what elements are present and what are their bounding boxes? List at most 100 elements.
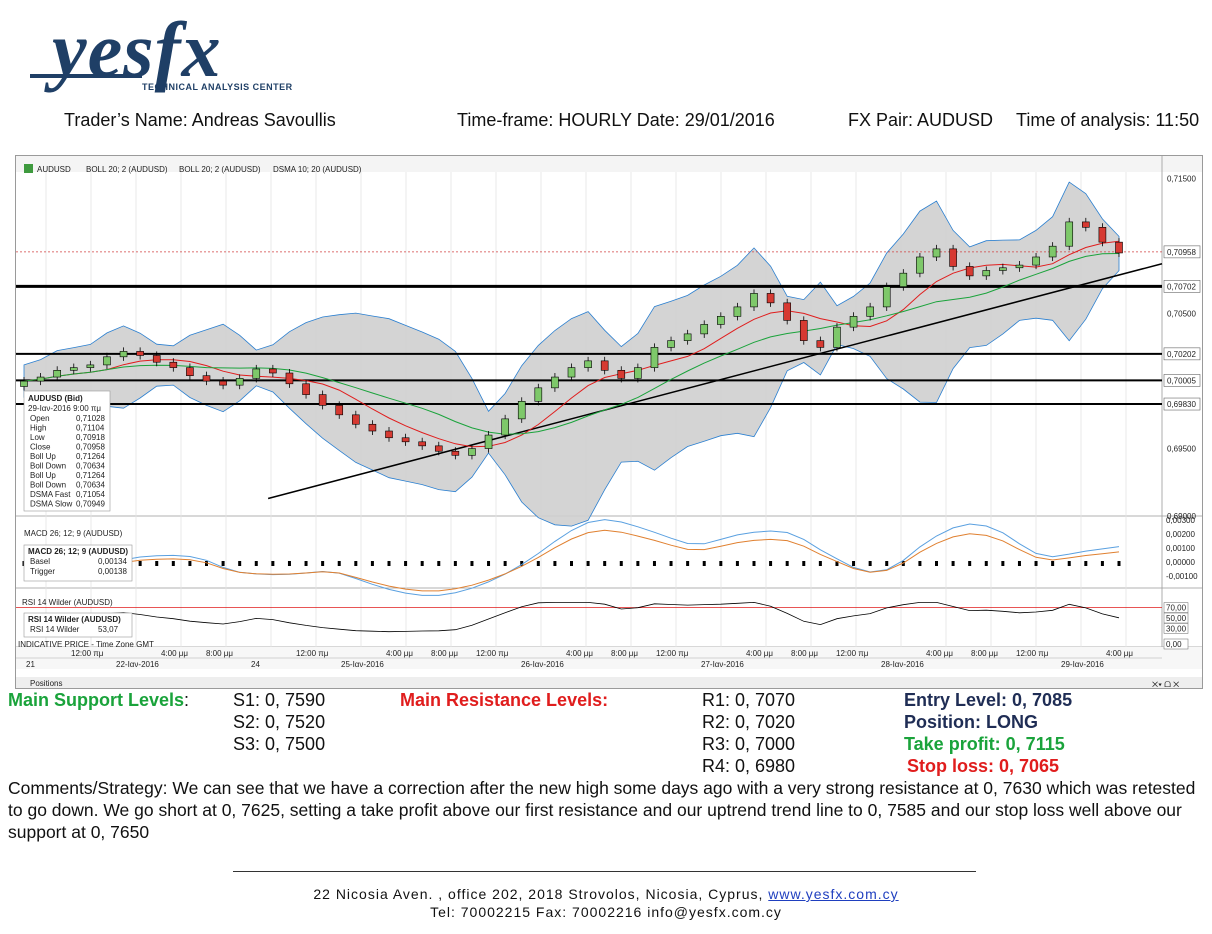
macd-histogram-bar	[503, 561, 507, 566]
price-axis-label: 0,71500	[1167, 175, 1196, 184]
support-s1: S1: 0, 7590	[233, 690, 326, 710]
macd-basel-label: Basel	[30, 557, 50, 566]
rsi-tag	[1163, 638, 1189, 650]
macd-histogram-bar	[304, 561, 308, 566]
candle-body	[451, 450, 460, 456]
tooltip-label: Boll Down	[30, 462, 66, 471]
timeframe-date: Time-frame: HOURLY Date: 29/01/2016	[457, 110, 775, 130]
candle-body	[517, 401, 526, 420]
logo-underline	[30, 74, 142, 78]
macd-histogram-bar	[686, 561, 690, 566]
macd-histogram-bar	[619, 561, 623, 566]
support-s3: S3: 0, 7500	[233, 734, 326, 754]
macd-histogram-bar	[536, 561, 540, 566]
tooltip-label: DSMA Fast	[30, 490, 71, 499]
candle-body	[86, 364, 95, 368]
macd-histogram-bar	[470, 561, 474, 566]
price-axis-label: 0,70958	[1167, 248, 1196, 257]
positions-bar[interactable]	[16, 677, 1202, 688]
time-axis-label: 8:00 μμ	[431, 649, 458, 658]
tooltip-value: 0,70918	[76, 433, 105, 442]
tooltip-datetime: 29-Ιαν-2016 9:00 πμ	[28, 404, 101, 413]
price-axis-label: 0,70500	[1167, 310, 1196, 319]
macd-axis-label: 0,00200	[1166, 530, 1195, 539]
time-axis-label: 12:00 πμ	[1016, 649, 1049, 658]
tooltip-value: 0,71264	[76, 452, 105, 461]
candle-body	[617, 370, 626, 379]
candle-body	[1015, 264, 1024, 269]
time-axis-label: 4:00 μμ	[386, 649, 413, 658]
time-axis-label: 21	[26, 660, 35, 669]
macd-axis-label: -0,00100	[1166, 572, 1198, 581]
rsi-pane[interactable]	[16, 601, 1162, 633]
rsi-label[interactable]: RSI 14 Wilder (AUDUSD)	[22, 598, 113, 607]
tooltip-label: High	[30, 424, 46, 433]
macd-axis-label: 0,00000	[1166, 558, 1195, 567]
entry-level: Entry Level: 0, 7085	[904, 690, 1073, 710]
symbol-label[interactable]: AUDUSD	[37, 165, 71, 174]
tooltip-label: Boll Up	[30, 471, 56, 480]
macd-histogram-bar	[1034, 561, 1038, 566]
candle-body	[600, 360, 609, 371]
candle-body	[949, 248, 957, 267]
rsi-tag	[1163, 612, 1189, 624]
logo-tagline: TECHNICAL ANALYSIS CENTER	[142, 82, 293, 92]
indicator-boll-2[interactable]: BOLL 20; 2 (AUDUSD)	[179, 165, 261, 174]
rsi-axis-label: 0,00	[1166, 640, 1182, 649]
macd-line	[24, 519, 1120, 596]
resistance-r3: R3: 0, 7000	[702, 734, 796, 754]
support-title: Main Support Levels:	[8, 690, 190, 710]
resistance-r2: R2: 0, 7020	[702, 712, 796, 732]
website-link[interactable]: www.yesfx.com.cy	[768, 886, 899, 902]
macd-label[interactable]: MACD 26; 12; 9 (AUDUSD)	[24, 529, 123, 538]
macd-histogram-bar	[171, 561, 175, 566]
ohlc-tooltip: AUDUSD (Bid) 29-Ιαν-2016 9:00 πμ Open 0,7…	[23, 390, 111, 512]
tooltip-title: AUDUSD (Bid)	[28, 394, 83, 403]
indicator-boll-1[interactable]: BOLL 20; 2 (AUDUSD)	[86, 165, 168, 174]
chart-panel[interactable]: AUDUSD BOLL 20; 2 (AUDUSD) BOLL 20; 2 (A…	[15, 155, 1203, 689]
macd-histogram-bar	[138, 561, 142, 566]
macd-pane[interactable]	[22, 519, 1121, 596]
tooltip-value: 0,70958	[76, 443, 105, 452]
macd-histogram-bar	[487, 561, 491, 566]
window-controls-icon[interactable]: ✕▾ ᗝ ✕	[1152, 680, 1179, 689]
candle-body	[650, 347, 659, 368]
price-pane[interactable]	[16, 156, 1202, 648]
candle-body	[352, 414, 360, 425]
candle-body	[551, 376, 559, 389]
candle-body	[36, 376, 45, 382]
macd-histogram-bar	[1051, 561, 1055, 566]
macd-histogram-bar	[918, 561, 922, 566]
price-axis-label: 0,69830	[1167, 400, 1196, 409]
macd-histogram-bar	[835, 561, 839, 566]
candle-body	[534, 387, 543, 402]
macd-histogram-bar	[337, 561, 341, 566]
macd-histogram-bar	[868, 561, 872, 566]
candle-body	[202, 375, 211, 382]
macd-histogram-bar	[852, 561, 856, 566]
candle-body	[833, 326, 841, 348]
macd-histogram-bar	[603, 561, 607, 566]
yesfx-logo: yesfx	[52, 6, 222, 93]
time-axis-label: 29-Ιαν-2016	[1061, 660, 1104, 669]
macd-histogram-bar	[520, 561, 524, 566]
macd-histogram-bar	[719, 561, 723, 566]
trend-line	[267, 263, 1163, 500]
candle-body	[816, 340, 825, 348]
price-chart[interactable]: AUDUSD BOLL 20; 2 (AUDUSD) BOLL 20; 2 (A…	[16, 156, 1202, 689]
rsi-tooltip-label: RSI 14 Wilder	[30, 625, 80, 634]
candle-body	[683, 333, 692, 341]
time-axis-label: 28-Ιαν-2016	[881, 660, 924, 669]
indicator-dsma[interactable]: DSMA 10; 20 (AUDUSD)	[273, 165, 362, 174]
macd-histogram-bar	[387, 561, 391, 566]
time-axis-label: 8:00 μμ	[971, 649, 998, 658]
price-axis-label: 0,69000	[1167, 512, 1196, 521]
candle-body	[849, 316, 858, 328]
candle-body	[468, 448, 476, 456]
macd-histogram-bar	[321, 561, 325, 566]
macd-tooltip-title: MACD 26; 12; 9 (AUDUSD)	[28, 547, 128, 556]
price-tag	[1163, 245, 1201, 259]
positions-tab[interactable]: Positions	[30, 679, 62, 688]
candle-body	[899, 272, 908, 287]
candle-body	[866, 306, 874, 317]
